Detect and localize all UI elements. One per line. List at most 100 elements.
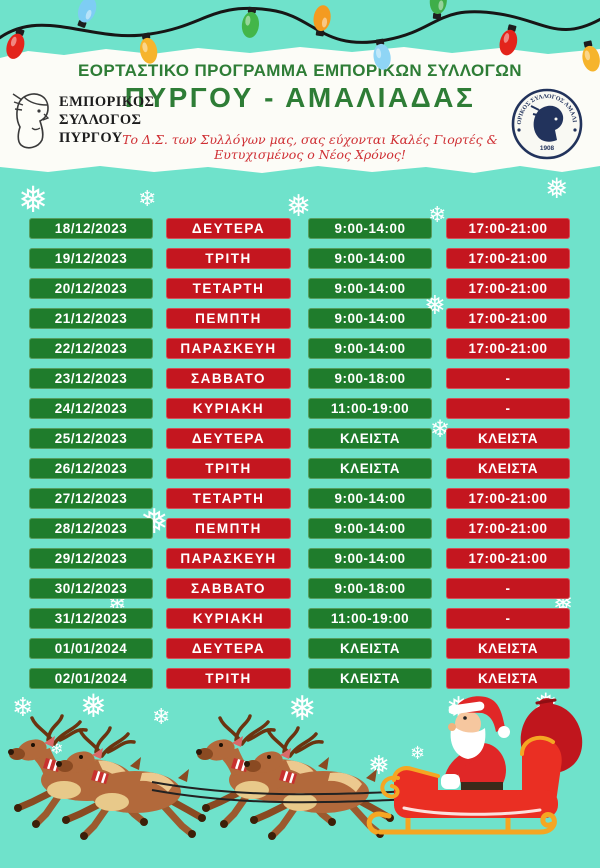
evening-hours-cell: 17:00-21:00 [446,308,570,329]
pyrgos-logo-line1: ΕΜΠΟΡΙΚΟΣ [59,94,155,111]
date-cell: 20/12/2023 [29,278,153,299]
evening-hours-cell: ΚΛΕΙΣΤΑ [446,428,570,449]
day-cell: ΔΕΥΤΕΡΑ [166,218,291,239]
date-cell: 29/12/2023 [29,548,153,569]
header: ΕΟΡΤΑΣΤΙΚΟ ΠΡΟΓΡΑΜΜΑ ΕΜΠΟΡΙΚΩΝ ΣΥΛΛΟΓΩΝ … [0,48,600,178]
schedule-row: 19/12/2023 ΤΡΙΤΗ 9:00-14:00 17:00-21:00 [0,248,600,269]
day-cell: ΤΕΤΑΡΤΗ [166,488,291,509]
evening-hours-cell: 17:00-21:00 [446,218,570,239]
schedule-row: 24/12/2023 ΚΥΡΙΑΚΗ 11:00-19:00 - [0,398,600,419]
day-cell: ΔΕΥΤΕΡΑ [166,638,291,659]
schedule-row: 23/12/2023 ΣΑΒΒΑΤΟ 9:00-18:00 - [0,368,600,389]
snowflake-icon: ❅ [18,179,49,220]
day-cell: ΤΕΤΑΡΤΗ [166,278,291,299]
morning-hours-cell: 9:00-14:00 [308,338,432,359]
schedule-row: 21/12/2023 ΠΕΜΠΤΗ 9:00-14:00 17:00-21:00 [0,308,600,329]
greeting-tagline: Το Δ.Σ. των Συλλόγων μας, σας εύχονται Κ… [122,132,498,162]
amaliada-stamp-icon: ΕΜΠΟΡΙΚΟΣ ΣΥΛΛΟΓΟΣ ΑΜΑΛΙΑΔΑΣ 1908 [506,82,583,160]
morning-hours-cell: ΚΛΕΙΣΤΑ [308,668,432,689]
evening-hours-cell: 17:00-21:00 [446,338,570,359]
schedule-row: 26/12/2023 ΤΡΙΤΗ ΚΛΕΙΣΤΑ ΚΛΕΙΣΤΑ [0,458,600,479]
evening-hours-cell: - [446,368,570,389]
evening-hours-cell: 17:00-21:00 [446,518,570,539]
date-cell: 30/12/2023 [29,578,153,599]
date-cell: 02/01/2024 [29,668,153,689]
evening-hours-cell: ΚΛΕΙΣΤΑ [446,668,570,689]
morning-hours-cell: 9:00-14:00 [308,308,432,329]
morning-hours-cell: ΚΛΕΙΣΤΑ [308,638,432,659]
snowflake-icon: ❅ [545,173,569,204]
schedule-row: 25/12/2023 ΔΕΥΤΕΡΑ ΚΛΕΙΣΤΑ ΚΛΕΙΣΤΑ [0,428,600,449]
evening-hours-cell: ΚΛΕΙΣΤΑ [446,458,570,479]
day-cell: ΠΕΜΠΤΗ [166,518,291,539]
evening-hours-cell: 17:00-21:00 [446,278,570,299]
day-cell: ΠΑΡΑΣΚΕΥΗ [166,548,291,569]
evening-hours-cell: - [446,578,570,599]
morning-hours-cell: 9:00-14:00 [308,278,432,299]
date-cell: 18/12/2023 [29,218,153,239]
light-bulb-icon [77,0,97,28]
evening-hours-cell: ΚΛΕΙΣΤΑ [446,638,570,659]
date-cell: 26/12/2023 [29,458,153,479]
morning-hours-cell: ΚΛΕΙΣΤΑ [308,428,432,449]
date-cell: 28/12/2023 [29,518,153,539]
schedule-row: 02/01/2024 ΤΡΙΤΗ ΚΛΕΙΣΤΑ ΚΛΕΙΣΤΑ [0,668,600,689]
date-cell: 01/01/2024 [29,638,153,659]
morning-hours-cell: 9:00-14:00 [308,518,432,539]
snowflake-icon: ❄ [428,202,447,227]
snowflake-icon: ❄ [566,737,582,757]
poster-title-line2: ΠΥΡΓΟΥ - ΑΜΑΛΙΑΔΑΣ [124,82,476,113]
schedule-row: 18/12/2023 ΔΕΥΤΕΡΑ 9:00-14:00 17:00-21:0… [0,218,600,239]
morning-hours-cell: 9:00-14:00 [308,488,432,509]
day-cell: ΤΡΙΤΗ [166,668,291,689]
snowflake-icon: ❄ [152,704,171,729]
day-cell: ΠΕΜΠΤΗ [166,308,291,329]
snowflake-icon: ❄ [430,416,451,443]
snowflake-icon: ❅ [446,692,472,725]
snowflake-icon: ❄ [410,743,426,763]
date-cell: 25/12/2023 [29,428,153,449]
schedule-row: 27/12/2023 ΤΕΤΑΡΤΗ 9:00-14:00 17:00-21:0… [0,488,600,509]
light-bulb-icon [241,6,259,38]
light-bulb-icon [429,0,447,20]
morning-hours-cell: 11:00-19:00 [308,398,432,419]
morning-hours-cell: 9:00-14:00 [308,248,432,269]
snowflake-icon: ❄ [50,741,64,758]
date-cell: 22/12/2023 [29,338,153,359]
day-cell: ΤΡΙΤΗ [166,248,291,269]
evening-hours-cell: - [446,398,570,419]
poster-title-line1: ΕΟΡΤΑΣΤΙΚΟ ΠΡΟΓΡΑΜΜΑ ΕΜΠΟΡΙΚΩΝ ΣΥΛΛΟΓΩΝ [78,61,522,80]
snowflake-icon: ❅ [368,750,390,780]
date-cell: 21/12/2023 [29,308,153,329]
morning-hours-cell: 9:00-14:00 [308,218,432,239]
pyrgos-association-logo: ΕΜΠΟΡΙΚΟΣ ΣΥΛΛΟΓΟΣ ΠΥΡΓΟΥ [10,88,154,154]
light-wire [0,6,600,44]
day-cell: ΣΑΒΒΑΤΟ [166,578,291,599]
morning-hours-cell: ΚΛΕΙΣΤΑ [308,458,432,479]
light-bulb-icon [313,5,331,37]
day-cell: ΠΑΡΑΣΚΕΥΗ [166,338,291,359]
sleigh [366,735,562,835]
evening-hours-cell: 17:00-21:00 [446,488,570,509]
amaliada-association-logo: ΕΜΠΟΡΙΚΟΣ ΣΥΛΛΟΓΟΣ ΑΜΑΛΙΑΔΑΣ 1908 [506,82,585,167]
day-cell: ΤΡΙΤΗ [166,458,291,479]
reins [151,781,437,804]
pyrgos-logo-line2: ΣΥΛΛΟΓΟΣ [59,112,142,129]
date-cell: 24/12/2023 [29,398,153,419]
hermes-head-icon [12,93,50,149]
morning-hours-cell: 9:00-14:00 [308,548,432,569]
schedule-row: 31/12/2023 ΚΥΡΙΑΚΗ 11:00-19:00 - [0,608,600,629]
schedule-row: 01/01/2024 ΔΕΥΤΕΡΑ ΚΛΕΙΣΤΑ ΚΛΕΙΣΤΑ [0,638,600,659]
date-cell: 27/12/2023 [29,488,153,509]
white-header-band [0,47,600,173]
day-cell: ΔΕΥΤΕΡΑ [166,428,291,449]
pyrgos-logo-line3: ΠΥΡΓΟΥ [59,129,123,146]
snowflake-icon: ❅ [286,190,312,223]
evening-hours-cell: - [446,608,570,629]
pyrgos-logo-text: ΕΜΠΟΡΙΚΟΣ ΣΥΛΛΟΓΟΣ ΠΥΡΓΟΥ [59,94,154,147]
day-cell: ΣΑΒΒΑΤΟ [166,368,291,389]
schedule-row: 30/12/2023 ΣΑΒΒΑΤΟ 9:00-18:00 - [0,578,600,599]
date-cell: 31/12/2023 [29,608,153,629]
morning-hours-cell: 11:00-19:00 [308,608,432,629]
